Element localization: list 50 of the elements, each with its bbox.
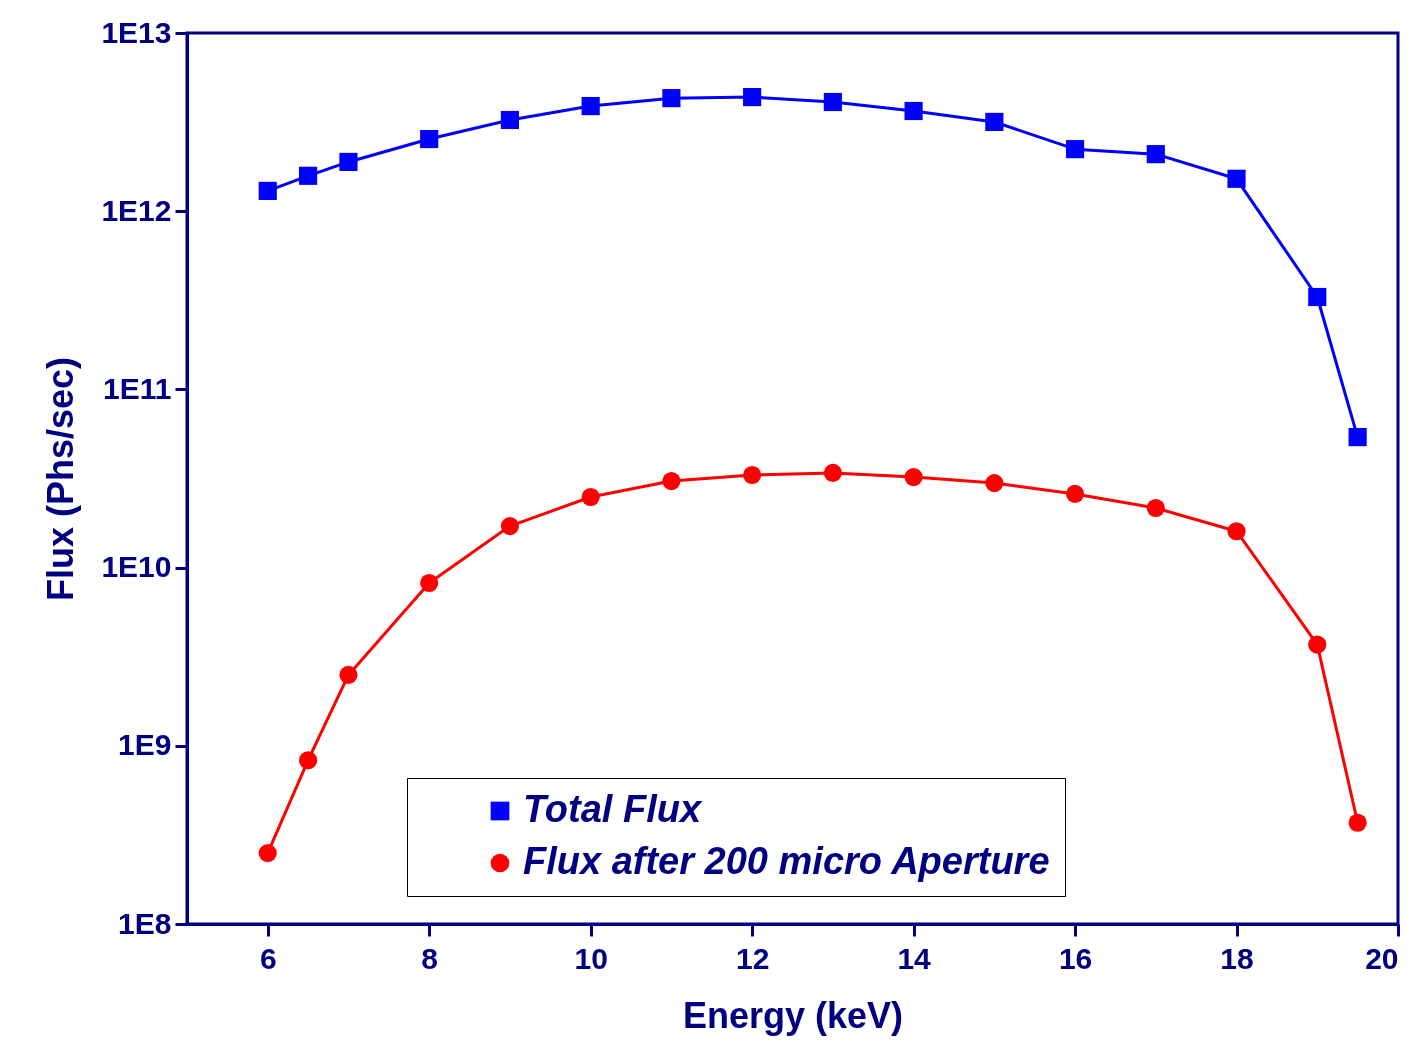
point — [823, 92, 842, 112]
point — [258, 844, 277, 863]
point — [1348, 428, 1367, 447]
point — [904, 468, 923, 487]
point — [299, 751, 318, 770]
y-tick-label: 1E11 — [103, 371, 172, 405]
point — [743, 465, 762, 485]
point — [1227, 169, 1246, 188]
point — [500, 110, 520, 130]
x-tick-label: 14 — [897, 941, 932, 975]
point — [581, 96, 600, 116]
point — [662, 89, 681, 108]
x-tick-label: 10 — [574, 941, 608, 975]
point — [985, 112, 1004, 131]
point — [581, 487, 600, 507]
point — [662, 471, 681, 491]
point — [339, 152, 358, 172]
point — [904, 101, 923, 121]
x-tick-label: 6 — [259, 941, 277, 975]
x-tick-label: 18 — [1220, 941, 1254, 975]
legend-label: Flux after 200 micro Aperture — [523, 840, 1050, 882]
legend-label: Total Flux — [523, 788, 703, 830]
x-tick-label: 20 — [1365, 941, 1399, 975]
y-tick-label: 1E9 — [118, 728, 172, 762]
point — [420, 129, 439, 149]
point — [823, 463, 842, 482]
y-axis-title: Flux (Phs/sec) — [40, 356, 82, 602]
point — [1308, 635, 1327, 654]
point — [500, 517, 520, 536]
x-tick-label: 16 — [1058, 941, 1093, 975]
y-tick-label: 1E8 — [118, 906, 172, 940]
y-tick-label: 1E10 — [101, 550, 172, 584]
point — [985, 474, 1004, 493]
x-tick-label: 8 — [421, 941, 439, 975]
point — [339, 665, 358, 684]
point — [1227, 522, 1246, 541]
point — [743, 87, 762, 107]
y-tick-label: 1E12 — [101, 193, 172, 227]
point — [1146, 145, 1165, 164]
point — [258, 181, 277, 200]
point — [420, 573, 439, 593]
y-tick-label: 1E13 — [101, 15, 172, 49]
point — [1348, 813, 1367, 832]
point — [1308, 287, 1327, 307]
point — [1065, 140, 1085, 159]
point — [1065, 484, 1085, 504]
x-axis-title: Energy (keV) — [682, 994, 904, 1036]
x-tick-label: 12 — [735, 941, 770, 975]
point — [299, 166, 318, 185]
point — [1146, 498, 1165, 518]
